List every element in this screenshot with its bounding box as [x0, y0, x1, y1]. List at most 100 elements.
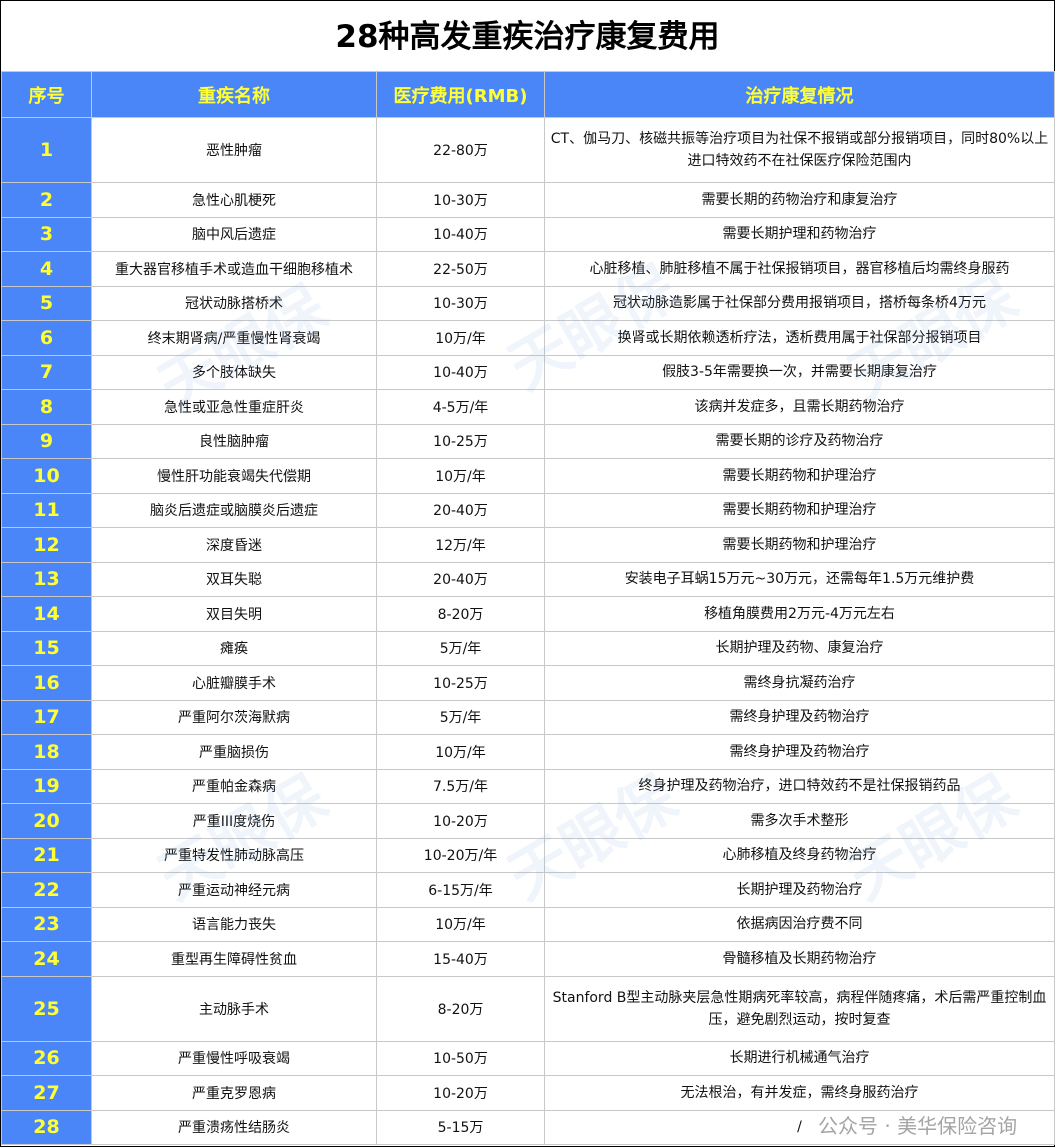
cost: 10-40万 — [376, 216, 545, 252]
disease-name: 慢性肝功能衰竭失代偿期 — [91, 458, 377, 494]
row-number: 17 — [1, 699, 92, 735]
row-number: 13 — [1, 561, 92, 597]
cost: 15-40万 — [376, 941, 545, 977]
treatment: 需终身护理及药物治疗 — [544, 699, 1055, 735]
row-number: 18 — [1, 734, 92, 770]
table-row: 5 冠状动脉搭桥术 10-30万 冠状动脉造影属于社保部分费用报销项目，搭桥每条桥4万… — [1, 285, 1055, 321]
treatment: 需要长期的药物治疗和康复治疗 — [544, 182, 1055, 218]
disease-name: 瘫痪 — [91, 630, 377, 666]
treatment: 换肾或长期依赖透析疗法，透析费用属于社保部分报销项目 — [544, 320, 1055, 356]
treatment: 需终身抗凝药治疗 — [544, 665, 1055, 701]
table-row: 14 双目失明 8-20万 移植角膜费用2万元-4万元左右 — [1, 596, 1055, 632]
table-row: 1 恶性肿瘤 22-80万 CT、伽马刀、核磁共振等治疗项目为社保不报销或部分报销项目… — [1, 117, 1055, 183]
disease-name: 良性脑肿瘤 — [91, 423, 377, 459]
disease-name: 严重脑损伤 — [91, 734, 377, 770]
table-row: 8 急性或亚急性重症肝炎 4-5万/年 该病并发症多，且需长期药物治疗 — [1, 389, 1055, 425]
cost: 10-20万 — [376, 1075, 545, 1111]
header-cost: 医疗费用(RMB) — [376, 71, 545, 118]
cost: 5万/年 — [376, 630, 545, 666]
disease-name: 双耳失聪 — [91, 561, 377, 597]
cost: 22-50万 — [376, 251, 545, 287]
row-number: 7 — [1, 354, 92, 390]
cost: 20-40万 — [376, 492, 545, 528]
table-row: 23 语言能力丧失 10万/年 依据病因治疗费不同 — [1, 906, 1055, 942]
header-disease: 重疾名称 — [91, 71, 377, 118]
treatment: 需要长期的诊疗及药物治疗 — [544, 423, 1055, 459]
disease-name: 严重运动神经元病 — [91, 872, 377, 908]
disease-name: 脑中风后遗症 — [91, 216, 377, 252]
row-number: 19 — [1, 768, 92, 804]
disease-name: 脑炎后遗症或脑膜炎后遗症 — [91, 492, 377, 528]
cost: 10-25万 — [376, 423, 545, 459]
treatment: 心脏移植、肺脏移植不属于社保报销项目，器官移植后均需终身服药 — [544, 251, 1055, 287]
cost: 7.5万/年 — [376, 768, 545, 804]
treatment: 需要长期药物和护理治疗 — [544, 527, 1055, 563]
row-number: 15 — [1, 630, 92, 666]
cost: 4-5万/年 — [376, 389, 545, 425]
row-number: 11 — [1, 492, 92, 528]
row-number: 9 — [1, 423, 92, 459]
row-number: 27 — [1, 1075, 92, 1111]
row-number: 23 — [1, 906, 92, 942]
cost: 10-20万 — [376, 803, 545, 839]
page-title: 28种高发重疾治疗康复费用 — [335, 19, 720, 55]
cost: 5万/年 — [376, 699, 545, 735]
table-row: 12 深度昏迷 12万/年 需要长期药物和护理治疗 — [1, 527, 1055, 563]
treatment: / — [544, 1109, 1055, 1145]
row-number: 5 — [1, 285, 92, 321]
disease-name: 深度昏迷 — [91, 527, 377, 563]
table-row: 20 严重III度烧伤 10-20万 需多次手术整形 — [1, 803, 1055, 839]
cost: 8-20万 — [376, 596, 545, 632]
cost: 10万/年 — [376, 906, 545, 942]
table-row: 11 脑炎后遗症或脑膜炎后遗症 20-40万 需要长期药物和护理治疗 — [1, 492, 1055, 528]
table-row: 21 严重特发性肺动脉高压 10-20万/年 心肺移植及终身药物治疗 — [1, 837, 1055, 873]
disease-name: 重大器官移植手术或造血干细胞移植术 — [91, 251, 377, 287]
table-row: 26 严重慢性呼吸衰竭 10-50万 长期进行机械通气治疗 — [1, 1040, 1055, 1076]
treatment: 长期进行机械通气治疗 — [544, 1040, 1055, 1076]
row-number: 10 — [1, 458, 92, 494]
row-number: 22 — [1, 872, 92, 908]
table-row: 28 严重溃疡性结肠炎 5-15万 / — [1, 1109, 1055, 1145]
treatment: Stanford B型主动脉夹层急性期病死率较高，病程伴随疼痛，术后需严重控制血… — [544, 975, 1055, 1042]
cost: 5-15万 — [376, 1109, 545, 1145]
treatment: 需要长期药物和护理治疗 — [544, 492, 1055, 528]
table-row: 13 双耳失聪 20-40万 安装电子耳蜗15万元~30万元，还需每年1.5万元维护费 — [1, 561, 1055, 597]
disease-name: 严重阿尔茨海默病 — [91, 699, 377, 735]
header-row: 序号 重疾名称 医疗费用(RMB) 治疗康复情况 — [1, 71, 1055, 118]
cost: 10-20万/年 — [376, 837, 545, 873]
table-row: 7 多个肢体缺失 10-40万 假肢3-5年需要换一次，并需要长期康复治疗 — [1, 354, 1055, 390]
header-treatment: 治疗康复情况 — [544, 71, 1055, 118]
table-row: 10 慢性肝功能衰竭失代偿期 10万/年 需要长期药物和护理治疗 — [1, 458, 1055, 494]
table-row: 4 重大器官移植手术或造血干细胞移植术 22-50万 心脏移植、肺脏移植不属于社保报销… — [1, 251, 1055, 287]
treatment: 长期护理及药物、康复治疗 — [544, 630, 1055, 666]
row-number: 26 — [1, 1040, 92, 1076]
treatment: 冠状动脉造影属于社保部分费用报销项目，搭桥每条桥4万元 — [544, 285, 1055, 321]
row-number: 4 — [1, 251, 92, 287]
disease-name: 急性或亚急性重症肝炎 — [91, 389, 377, 425]
treatment: 骨髓移植及长期药物治疗 — [544, 941, 1055, 977]
disease-name: 终末期肾病/严重慢性肾衰竭 — [91, 320, 377, 356]
treatment: CT、伽马刀、核磁共振等治疗项目为社保不报销或部分报销项目，同时80%以上进口特… — [544, 117, 1055, 183]
disease-name: 恶性肿瘤 — [91, 117, 377, 183]
treatment: 需多次手术整形 — [544, 803, 1055, 839]
treatment: 假肢3-5年需要换一次，并需要长期康复治疗 — [544, 354, 1055, 390]
row-number: 21 — [1, 837, 92, 873]
row-number: 24 — [1, 941, 92, 977]
row-number: 8 — [1, 389, 92, 425]
cost: 22-80万 — [376, 117, 545, 183]
cost: 10万/年 — [376, 458, 545, 494]
treatment: 依据病因治疗费不同 — [544, 906, 1055, 942]
disease-name: 多个肢体缺失 — [91, 354, 377, 390]
row-number: 20 — [1, 803, 92, 839]
row-number: 14 — [1, 596, 92, 632]
row-number: 6 — [1, 320, 92, 356]
row-number: 1 — [1, 117, 92, 183]
disease-name: 严重慢性呼吸衰竭 — [91, 1040, 377, 1076]
cost: 10-50万 — [376, 1040, 545, 1076]
disease-name: 严重III度烧伤 — [91, 803, 377, 839]
disease-name: 严重溃疡性结肠炎 — [91, 1109, 377, 1145]
header-no: 序号 — [1, 71, 92, 118]
cost-table: 序号 重疾名称 医疗费用(RMB) 治疗康复情况 1 恶性肿瘤 22-80万 CT、伽… — [1, 71, 1055, 1145]
cost: 20-40万 — [376, 561, 545, 597]
